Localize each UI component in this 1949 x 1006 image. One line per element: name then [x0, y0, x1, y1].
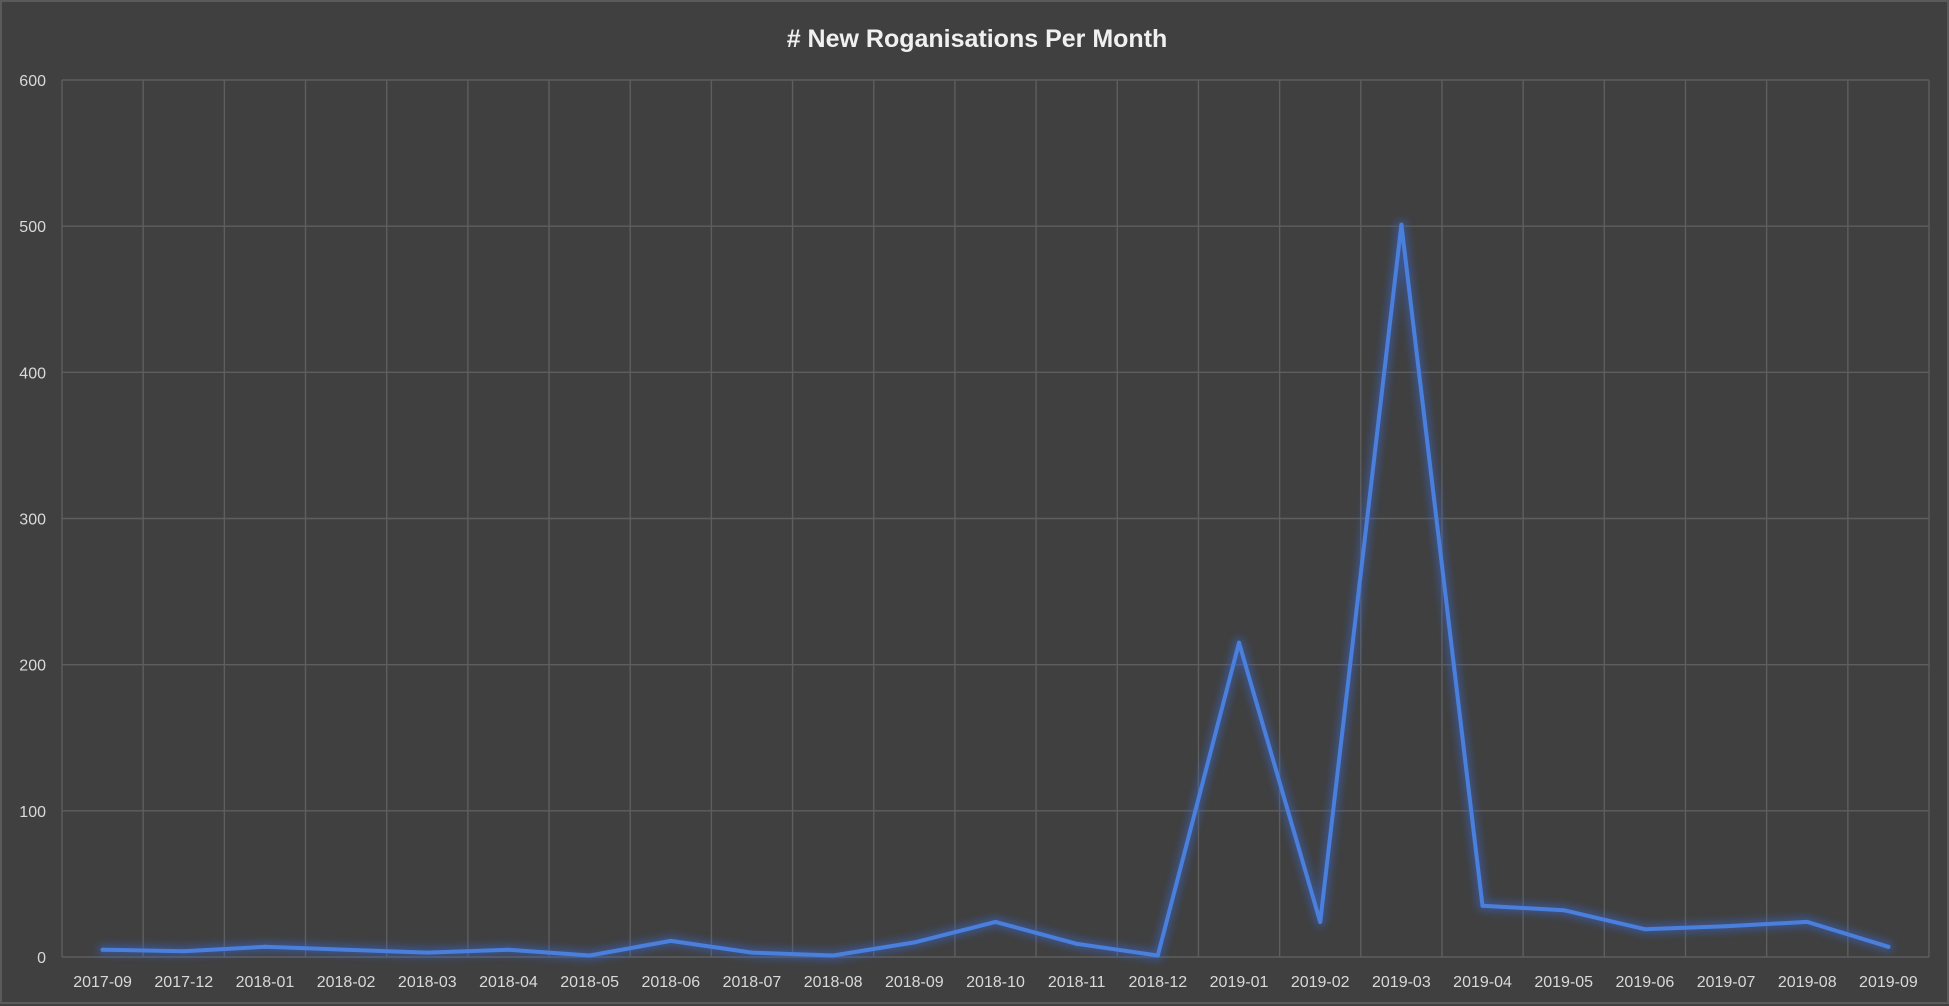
- x-tick-label: 2018-03: [398, 974, 457, 991]
- data-point: [1074, 941, 1079, 946]
- data-point: [587, 953, 592, 958]
- x-tick-label: 2018-01: [236, 974, 295, 991]
- data-point: [1642, 927, 1647, 932]
- x-axis-ticks: 2017-09 2017-12 2018-01 2018-02 2018-03 2018-…: [73, 974, 1918, 991]
- x-tick-label: 2019-07: [1697, 974, 1756, 991]
- data-point: [181, 949, 186, 954]
- x-tick-label: 2018-11: [1048, 974, 1106, 991]
- data-point: [912, 940, 917, 945]
- x-tick-label: 2018-08: [804, 974, 863, 991]
- data-point: [100, 947, 105, 952]
- data-point: [831, 953, 836, 958]
- x-tick-label: 2019-09: [1859, 974, 1918, 991]
- data-point: [668, 938, 673, 943]
- data-point: [1561, 908, 1566, 913]
- data-point: [262, 944, 267, 949]
- data-point: [749, 950, 754, 955]
- x-tick-label: 2018-02: [317, 974, 376, 991]
- series-line-glow: [97, 219, 1894, 961]
- chart-title: # New Roganisations Per Month: [787, 25, 1168, 53]
- data-point: [1805, 919, 1810, 924]
- data-point: [1155, 953, 1160, 958]
- data-point: [344, 947, 349, 952]
- data-point: [1318, 919, 1323, 924]
- y-tick-label: 300: [19, 512, 46, 529]
- x-tick-label: 2018-09: [885, 974, 944, 991]
- y-tick-label: 400: [19, 365, 46, 382]
- data-point: [425, 950, 430, 955]
- y-tick-label: 100: [19, 804, 46, 821]
- data-point: [1237, 640, 1242, 645]
- data-point: [1480, 903, 1485, 908]
- grid-lines: [61, 79, 1930, 958]
- x-tick-label: 2018-06: [641, 974, 700, 991]
- y-axis-ticks: 0 100 200 300 400 500 600: [19, 73, 46, 967]
- y-tick-label: 600: [19, 73, 46, 90]
- data-point: [1399, 222, 1404, 227]
- series-group: [97, 219, 1894, 961]
- x-tick-label: 2017-09: [73, 974, 132, 991]
- x-tick-label: 2019-03: [1372, 974, 1431, 991]
- x-tick-label: 2019-08: [1778, 974, 1837, 991]
- data-point: [1886, 944, 1891, 949]
- data-point: [993, 919, 998, 924]
- x-tick-label: 2017-12: [154, 974, 213, 991]
- x-tick-label: 2018-05: [560, 974, 619, 991]
- x-tick-label: 2019-06: [1616, 974, 1675, 991]
- x-tick-label: 2019-05: [1534, 974, 1593, 991]
- x-tick-label: 2019-01: [1210, 974, 1269, 991]
- y-tick-label: 200: [19, 658, 46, 675]
- x-tick-label: 2018-10: [966, 974, 1025, 991]
- data-point: [1724, 924, 1729, 929]
- data-point: [506, 947, 511, 952]
- x-tick-label: 2019-02: [1291, 974, 1350, 991]
- x-tick-label: 2019-04: [1453, 974, 1512, 991]
- y-tick-label: 0: [37, 950, 46, 967]
- x-tick-label: 2018-12: [1128, 974, 1187, 991]
- x-tick-label: 2018-04: [479, 974, 538, 991]
- y-tick-label: 500: [19, 219, 46, 236]
- x-tick-label: 2018-07: [723, 974, 782, 991]
- series-line: [100, 222, 1891, 958]
